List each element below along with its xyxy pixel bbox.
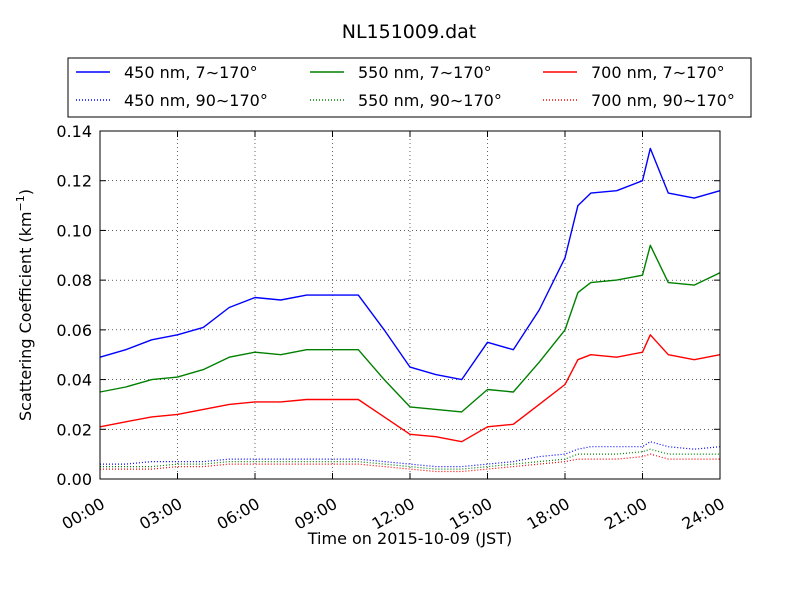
y-axis-label-close: ) [16, 189, 35, 195]
x-axis-label: Time on 2015-10-09 (JST) [307, 529, 512, 548]
x-tick-label: 00:00 [59, 494, 108, 534]
y-axis-label-main: Scattering Coefficient (km [16, 211, 35, 421]
y-tick-label: 0.02 [56, 420, 92, 439]
x-axis: 00:00 03:00 06:00 09:00 12:00 15:00 18:00 21:00… [59, 131, 728, 534]
series-line [99, 244, 721, 413]
legend-label: 700 nm, 90∼170° [591, 91, 735, 110]
x-tick-label: 24:00 [679, 494, 728, 534]
y-tick-label: 0.06 [56, 321, 92, 340]
legend-box [67, 57, 752, 118]
x-tick-label: 15:00 [446, 494, 495, 534]
legend-label: 550 nm, 90∼170° [358, 91, 502, 110]
y-axis-label: Scattering Coefficient (km−1) [14, 189, 35, 421]
x-tick-label: 21:00 [601, 494, 650, 534]
x-tick-label: 18:00 [524, 494, 573, 534]
y-tick-label: 0.00 [56, 470, 92, 489]
y-tick-label: 0.08 [56, 271, 92, 290]
series-line [100, 441, 721, 468]
y-axis-label-exponent: −1 [14, 195, 27, 211]
chart-title: NL151009.dat [342, 21, 477, 43]
legend-label: 700 nm, 7∼170° [591, 63, 725, 82]
grid [100, 131, 720, 479]
series-layer [99, 147, 721, 473]
y-tick-label: 0.04 [56, 371, 92, 390]
series-line [99, 334, 721, 443]
series-line [100, 453, 720, 473]
legend-label: 450 nm, 90∼170° [124, 91, 268, 110]
y-axis: 0.00 0.02 0.04 0.06 0.08 0.10 0.12 0.14 [56, 122, 720, 489]
x-tick-label: 12:00 [369, 494, 418, 534]
y-tick-label: 0.10 [56, 221, 92, 240]
legend-label: 450 nm, 7∼170° [124, 63, 258, 82]
x-tick-label: 09:00 [291, 494, 340, 534]
y-tick-label: 0.12 [56, 172, 92, 191]
x-tick-label: 03:00 [136, 494, 185, 534]
legend-label: 550 nm, 7∼170° [358, 63, 492, 82]
x-tick-label: 06:00 [214, 494, 263, 534]
y-tick-label: 0.14 [56, 122, 92, 141]
series-line [100, 448, 720, 470]
legend: 450 nm, 7∼170° 450 nm, 90∼170° 550 nm, 7∼1… [67, 57, 752, 118]
series-line [99, 147, 721, 381]
